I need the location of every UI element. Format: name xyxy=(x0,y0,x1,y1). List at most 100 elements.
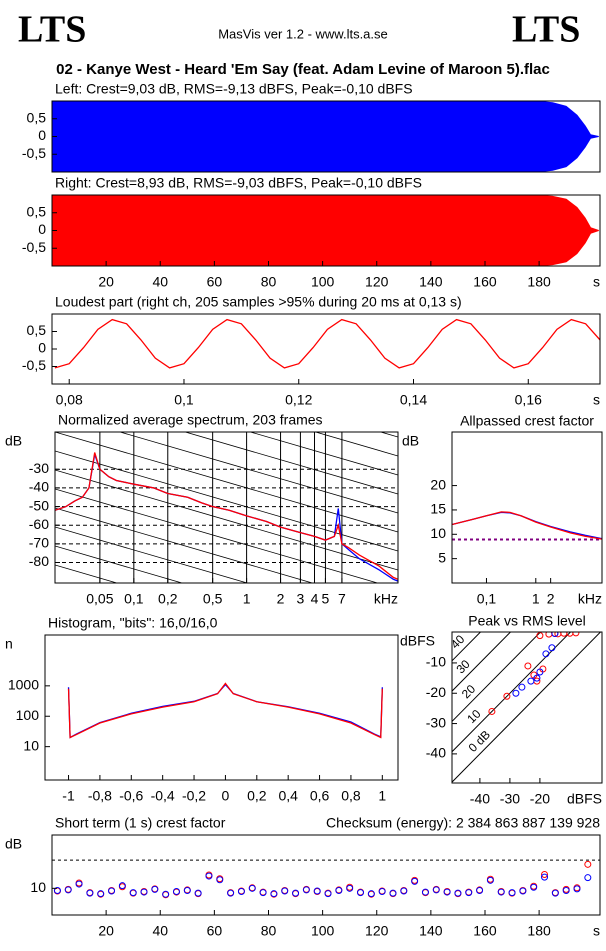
x-tick-label: 2 xyxy=(547,591,555,607)
scatter-point xyxy=(216,876,224,884)
x-tick-label: 160 xyxy=(473,923,497,939)
x-tick-label: 4 xyxy=(311,591,319,607)
y-tick-label: 0 xyxy=(38,127,46,143)
scatter-point xyxy=(194,889,202,897)
scatter-point xyxy=(476,886,484,894)
scatter-point xyxy=(378,888,386,896)
scatter-point xyxy=(527,677,535,685)
y-tick-label: 10 xyxy=(430,525,446,541)
scatter-point xyxy=(584,860,592,868)
x-tick-label: 0,1 xyxy=(174,392,194,408)
y-axis-label: dB xyxy=(5,836,22,852)
chart-title: Allpassed crest factor xyxy=(460,413,594,429)
x-tick-label: 100 xyxy=(311,274,335,290)
x-unit-label: s xyxy=(593,392,600,408)
plot-frame xyxy=(451,431,603,584)
x-tick-label: 0,05 xyxy=(86,591,113,607)
x-tick-label: 20 xyxy=(98,274,114,290)
scatter-point xyxy=(248,884,256,892)
diagonal-guide xyxy=(55,432,398,533)
app-name: MasVis ver 1.2 - www.lts.a.se xyxy=(218,26,388,41)
x-tick-label: 0,08 xyxy=(56,392,83,408)
logo-left: LTS xyxy=(18,9,86,51)
scatter-point xyxy=(533,674,541,682)
waveform-envelope xyxy=(52,136,599,172)
chart-title: Right: Crest=8,93 dB, RMS=-9,03 dBFS, Pe… xyxy=(55,175,422,191)
scatter-point xyxy=(227,889,235,897)
scatter-point xyxy=(573,885,581,893)
y-tick-label: 15 xyxy=(430,501,446,517)
x-tick-label: 1 xyxy=(243,591,251,607)
scatter-point xyxy=(346,884,354,892)
scatter-point xyxy=(53,886,61,894)
x-unit-label: kHz xyxy=(578,591,602,607)
x-tick-label: 0,2 xyxy=(247,788,267,804)
series-line xyxy=(54,318,600,369)
diagonal-guide xyxy=(55,507,314,583)
scatter-point xyxy=(400,887,408,895)
x-tick-label: 0,8 xyxy=(341,788,361,804)
scatter-point xyxy=(454,889,462,897)
scatter-point xyxy=(162,890,170,898)
scatter-point xyxy=(183,886,191,894)
y-tick-label: -80 xyxy=(29,553,49,569)
series-line xyxy=(452,511,602,540)
x-tick-label: 100 xyxy=(311,923,335,939)
y-tick-label: -30 xyxy=(426,714,446,730)
waveform-envelope xyxy=(52,195,599,231)
scatter-point xyxy=(572,632,580,637)
y-tick-label: 10 xyxy=(30,879,46,895)
y-tick-label: 5 xyxy=(438,549,446,565)
scatter-point xyxy=(108,887,116,895)
diagonal-guide xyxy=(249,432,398,476)
chart-title: Histogram, "bits": 16,0/16,0 xyxy=(48,615,218,631)
x-tick-label: 140 xyxy=(419,923,443,939)
y-tick-label: 0 xyxy=(38,221,46,237)
x-tick-label: 0,1 xyxy=(477,591,497,607)
scatter-point xyxy=(530,883,538,891)
scatter-point xyxy=(411,877,419,885)
y-axis-label: dB xyxy=(402,433,419,449)
x-tick-label: 80 xyxy=(261,923,277,939)
x-unit-label: kHz xyxy=(374,591,398,607)
x-tick-label: 5 xyxy=(322,591,330,607)
scatter-point xyxy=(508,889,516,897)
scatter-point xyxy=(551,632,559,638)
crest-diagonal xyxy=(452,632,512,692)
scatter-point xyxy=(281,887,289,895)
scatter-point xyxy=(292,889,300,897)
plot-frame xyxy=(51,100,601,173)
y-tick-label: -10 xyxy=(426,654,446,670)
y-tick-label: -70 xyxy=(29,535,49,551)
scatter-point xyxy=(536,632,544,640)
scatter-point xyxy=(389,889,397,897)
scatter-point xyxy=(524,662,532,670)
y-tick-label: 10 xyxy=(23,737,39,753)
scatter-point xyxy=(486,876,494,884)
waveform-envelope xyxy=(52,101,599,137)
scatter-point xyxy=(519,887,527,895)
scatter-point xyxy=(97,890,105,898)
scatter-point xyxy=(205,872,213,880)
crest-diagonal xyxy=(452,632,542,722)
scatter-point xyxy=(497,888,505,896)
scatter-point xyxy=(551,889,559,897)
x-tick-label: 120 xyxy=(365,274,389,290)
x-tick-label: 60 xyxy=(207,274,223,290)
scatter-point xyxy=(64,886,72,894)
scatter-point xyxy=(432,886,440,894)
scatter-point xyxy=(118,882,126,890)
x-unit-label: dBFS xyxy=(567,791,602,807)
scatter-point xyxy=(465,889,473,897)
plot-area xyxy=(52,859,600,899)
x-tick-label: -20 xyxy=(530,791,550,807)
y-tick-label: -20 xyxy=(426,684,446,700)
file-title: 02 - Kanye West - Heard 'Em Say (feat. A… xyxy=(56,61,550,78)
chart-title: Short term (1 s) crest factor xyxy=(55,815,226,831)
scatter-point xyxy=(75,880,83,888)
scatter-point xyxy=(367,890,375,898)
series-line xyxy=(55,452,398,580)
plot-area xyxy=(67,682,383,739)
x-tick-label: -0,6 xyxy=(119,788,143,804)
y-axis-label: dBFS xyxy=(400,633,435,649)
